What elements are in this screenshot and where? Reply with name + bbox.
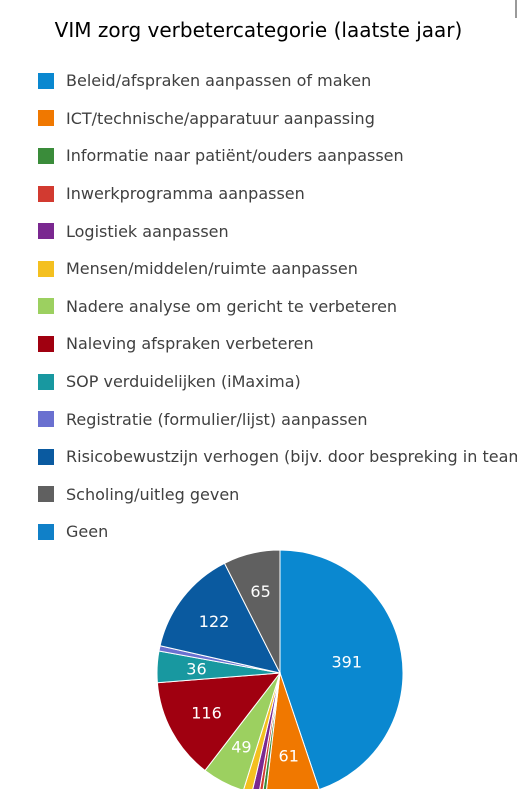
legend-label: Geen: [66, 522, 109, 542]
legend-item[interactable]: ICT/technische/apparatuur aanpassing: [38, 100, 517, 138]
legend-item[interactable]: Inwerkprogramma aanpassen: [38, 175, 517, 213]
pie-slice[interactable]: [156, 672, 282, 772]
legend-swatch: [38, 448, 54, 465]
slice-data-label: 116: [191, 703, 222, 722]
legend-swatch: [38, 373, 54, 390]
legend-label: Mensen/middelen/ruimte aanpassen: [66, 259, 358, 279]
legend-swatch: [38, 223, 54, 240]
slice-data-label: 36: [186, 659, 206, 678]
right-edge-marker: [515, 0, 517, 18]
legend-swatch: [38, 335, 54, 352]
legend-swatch: [38, 260, 54, 277]
legend-label: SOP verduidelijken (iMaxima): [66, 372, 301, 392]
legend-swatch: [38, 72, 54, 89]
pie-slice[interactable]: [279, 549, 404, 789]
legend-label: Risicobewustzijn verhogen (bijv. door be…: [66, 447, 517, 467]
legend-item[interactable]: Mensen/middelen/ruimte aanpassen: [38, 250, 517, 288]
slice-data-label: 49: [231, 738, 251, 757]
legend-item[interactable]: Informatie naar patiënt/ouders aanpassen: [38, 137, 517, 175]
legend-swatch: [38, 110, 54, 127]
legend-label: Logistiek aanpassen: [66, 221, 229, 241]
legend-item[interactable]: Scholing/uitleg geven: [38, 476, 517, 514]
legend-label: Registratie (formulier/lijst) aanpassen: [66, 409, 368, 429]
legend-item[interactable]: SOP verduidelijken (iMaxima): [38, 363, 517, 401]
legend-swatch: [38, 185, 54, 202]
legend-swatch: [38, 147, 54, 164]
slice-data-label: 65: [250, 582, 270, 601]
legend-swatch: [38, 523, 54, 540]
legend-label: Nadere analyse om gericht te verbeteren: [66, 296, 398, 316]
legend-item[interactable]: Logistiek aanpassen: [38, 212, 517, 250]
slice-data-label: 391: [331, 653, 362, 672]
pie-slice[interactable]: [223, 549, 281, 674]
legend-label: ICT/technische/apparatuur aanpassing: [66, 108, 375, 128]
legend-label: Beleid/afspraken aanpassen of maken: [66, 71, 372, 91]
legend-item[interactable]: Nadere analyse om gericht te verbeteren: [38, 288, 517, 326]
pie-slice[interactable]: [159, 562, 281, 674]
legend-swatch: [38, 486, 54, 503]
legend-label: Informatie naar patiënt/ouders aanpassen: [66, 146, 404, 166]
pie-slice[interactable]: [266, 672, 320, 789]
legend-item[interactable]: Naleving afspraken verbeteren: [38, 325, 517, 363]
slice-data-label: 61: [279, 747, 299, 766]
chart-title: VIM zorg verbetercategorie (laatste jaar…: [54, 18, 463, 42]
slice-data-label: 122: [199, 612, 230, 631]
legend-item[interactable]: Geen: [38, 513, 517, 551]
legend-item[interactable]: Beleid/afspraken aanpassen of maken: [38, 62, 517, 100]
legend-label: Naleving afspraken verbeteren: [66, 334, 314, 354]
chart-legend: Beleid/afspraken aanpassen of maken ICT/t…: [38, 62, 517, 551]
legend-label: Scholing/uitleg geven: [66, 484, 240, 504]
legend-swatch: [38, 411, 54, 428]
legend-item[interactable]: Risicobewustzijn verhogen (bijv. door be…: [38, 438, 517, 476]
legend-label: Inwerkprogramma aanpassen: [66, 184, 305, 204]
legend-item[interactable]: Registratie (formulier/lijst) aanpassen: [38, 400, 517, 438]
legend-swatch: [38, 298, 54, 315]
